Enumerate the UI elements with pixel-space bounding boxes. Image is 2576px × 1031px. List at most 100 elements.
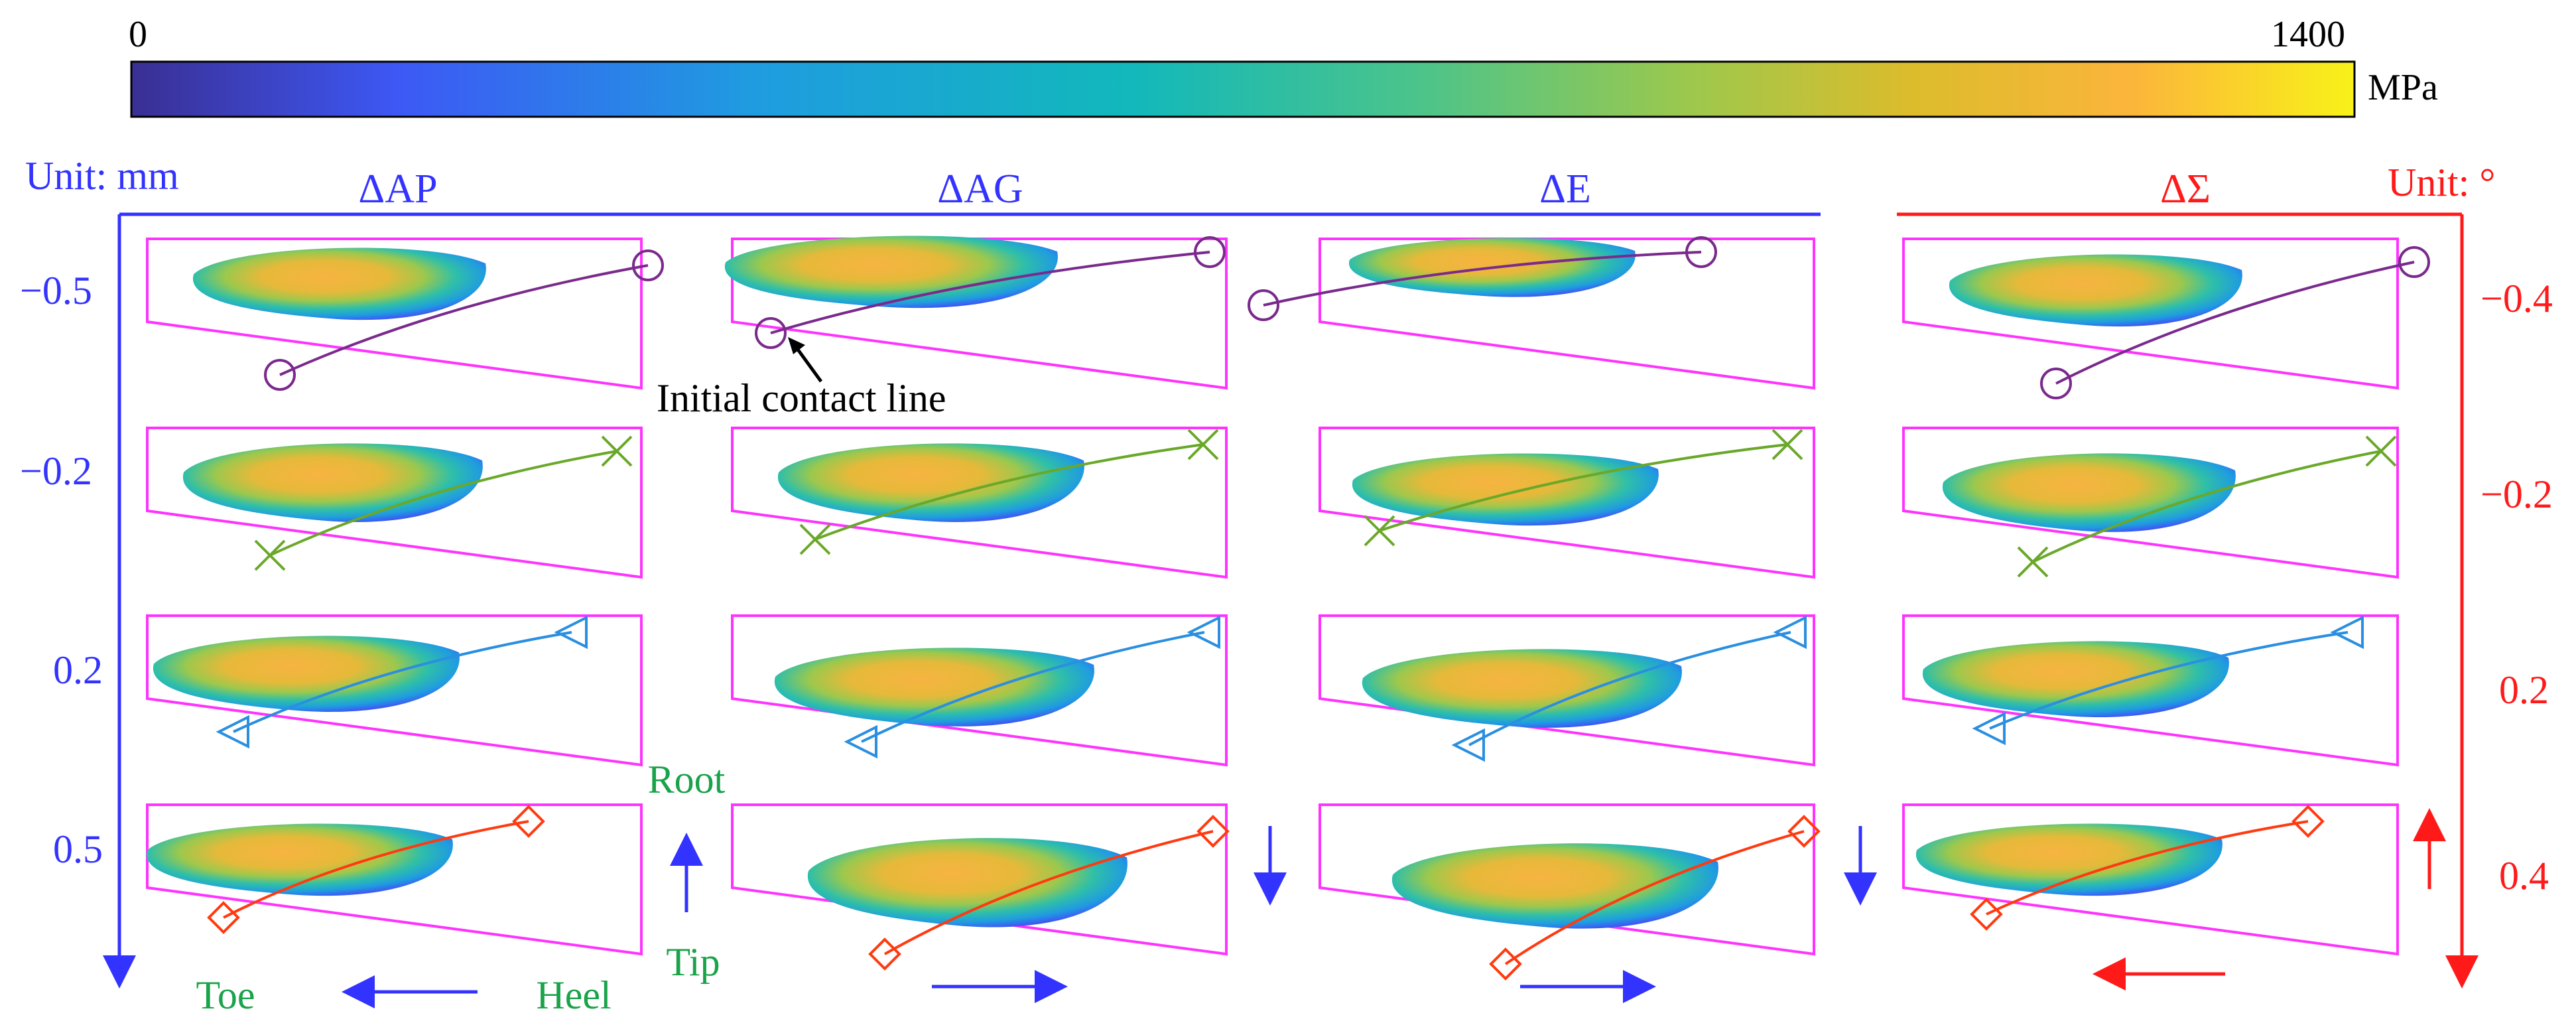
initial-contact-line [269, 450, 617, 557]
cross-marker-start [1364, 515, 1395, 547]
initial-contact-line [279, 264, 649, 376]
contact-pattern-grid [146, 236, 2430, 981]
initial-contact-line [1504, 830, 1805, 965]
root-label: Root [648, 758, 726, 801]
initial-contact-line [2032, 450, 2382, 563]
cross-marker-end [2365, 435, 2397, 467]
triangle-marker-start [844, 724, 877, 759]
initial-contact-line [1379, 443, 1788, 532]
contact-pattern [724, 236, 1058, 309]
cross-marker-start [799, 523, 831, 555]
contact-pattern [182, 443, 483, 522]
contact-pattern [146, 823, 453, 896]
panel-r2-c1 [146, 427, 643, 579]
panel-border [1319, 803, 1815, 956]
right-tick-2: −0.2 [2480, 472, 2553, 516]
initial-contact-line [884, 830, 1214, 955]
triangle-marker-end [1773, 615, 1807, 650]
circle-marker-end [1194, 236, 1226, 268]
initial-contact-line [233, 631, 572, 733]
initial-contact-annotation: Initial contact line [657, 337, 946, 420]
circle-marker-start [2040, 368, 2072, 399]
column-header-e: ΔE [1539, 167, 1591, 212]
diamond-marker-end [1196, 815, 1230, 848]
left-tick-4: 0.5 [53, 827, 103, 871]
contact-pattern [1922, 641, 2229, 718]
toe-label: Toe [196, 973, 255, 1017]
annotation-text: Initial contact line [657, 376, 946, 420]
contact-pattern [1942, 453, 2236, 532]
triangle-marker-start [1451, 728, 1485, 762]
panel-border [1319, 614, 1815, 767]
triangle-marker-start [1972, 711, 2006, 746]
panel-border [1902, 238, 2399, 390]
panel-r2-c3 [1319, 427, 1815, 579]
panel-border [146, 238, 643, 390]
column-header-ag: ΔAG [937, 167, 1023, 212]
column-header-ap: ΔAP [358, 167, 437, 212]
panel-border [731, 427, 1228, 579]
colorbar-max-label: 1400 [2271, 14, 2345, 55]
cross-marker-end [1771, 429, 1803, 460]
heel-label: Heel [536, 973, 611, 1017]
panel-r2-c4 [1902, 427, 2399, 579]
circle-marker-end [632, 249, 664, 281]
circle-marker-end [2398, 246, 2430, 278]
panel-border [146, 803, 643, 956]
contact-pattern [1949, 254, 2242, 327]
contact-pattern [777, 443, 1084, 522]
circle-marker-start [1248, 289, 1279, 321]
panel-border [1902, 614, 2399, 767]
contact-pattern [1391, 843, 1718, 929]
initial-contact-line [770, 251, 1210, 334]
contact-pattern [807, 838, 1127, 928]
diamond-marker-end [1787, 815, 1821, 848]
right-tick-4: 0.4 [2499, 854, 2549, 898]
panel-border [1319, 427, 1815, 579]
left-tick-2: −0.2 [20, 449, 92, 493]
direction-legend: Root Tip Toe Heel [196, 758, 2446, 1017]
diamond-marker-start [1489, 947, 1522, 981]
panel-r4-c1 [146, 803, 643, 956]
panel-border [146, 614, 643, 767]
diamond-marker-start [868, 937, 901, 971]
panel-r4-c2 [731, 803, 1230, 971]
panel-r4-c4 [1902, 803, 2399, 956]
circle-marker-start [264, 359, 296, 391]
contact-pattern [774, 648, 1094, 726]
panel-r3-c2 [731, 614, 1228, 767]
cross-marker-end [1187, 429, 1219, 460]
right-axis: Unit: ° −0.4 −0.2 0.2 0.4 [1897, 161, 2553, 989]
initial-contact-line [814, 443, 1204, 541]
panel-r1-c2 [724, 236, 1228, 390]
triangle-marker-start [216, 715, 249, 749]
panel-border [1902, 803, 2399, 956]
panel-r1-c3 [1248, 236, 1815, 390]
contact-pattern [153, 636, 460, 713]
circle-marker-end [1685, 236, 1717, 268]
initial-contact-line [2055, 261, 2415, 385]
colorbar-gradient [130, 60, 2356, 118]
panel-r4-c3 [1319, 803, 1821, 981]
cross-marker-start [254, 539, 286, 571]
contact-pattern [1352, 453, 1659, 526]
diamond-marker-start [207, 901, 240, 934]
left-tick-3: 0.2 [53, 648, 103, 692]
panel-border [1902, 427, 2399, 579]
panel-border [146, 427, 643, 579]
colorbar: 0 1400 MPa [129, 14, 2438, 118]
panel-border [731, 614, 1228, 767]
initial-contact-line [1468, 631, 1791, 746]
colorbar-min-label: 0 [129, 14, 147, 55]
diamond-marker-end [512, 805, 545, 838]
left-tick-1: −0.5 [20, 269, 92, 312]
panel-r3-c4 [1902, 614, 2399, 767]
contact-pattern [192, 247, 486, 320]
initial-contact-line [223, 820, 529, 919]
initial-contact-line [861, 631, 1205, 743]
panel-r1-c4 [1902, 238, 2430, 399]
left-unit-label: Unit: mm [25, 154, 179, 198]
triangle-marker-end [554, 615, 588, 650]
annotation-arrow [793, 344, 823, 383]
